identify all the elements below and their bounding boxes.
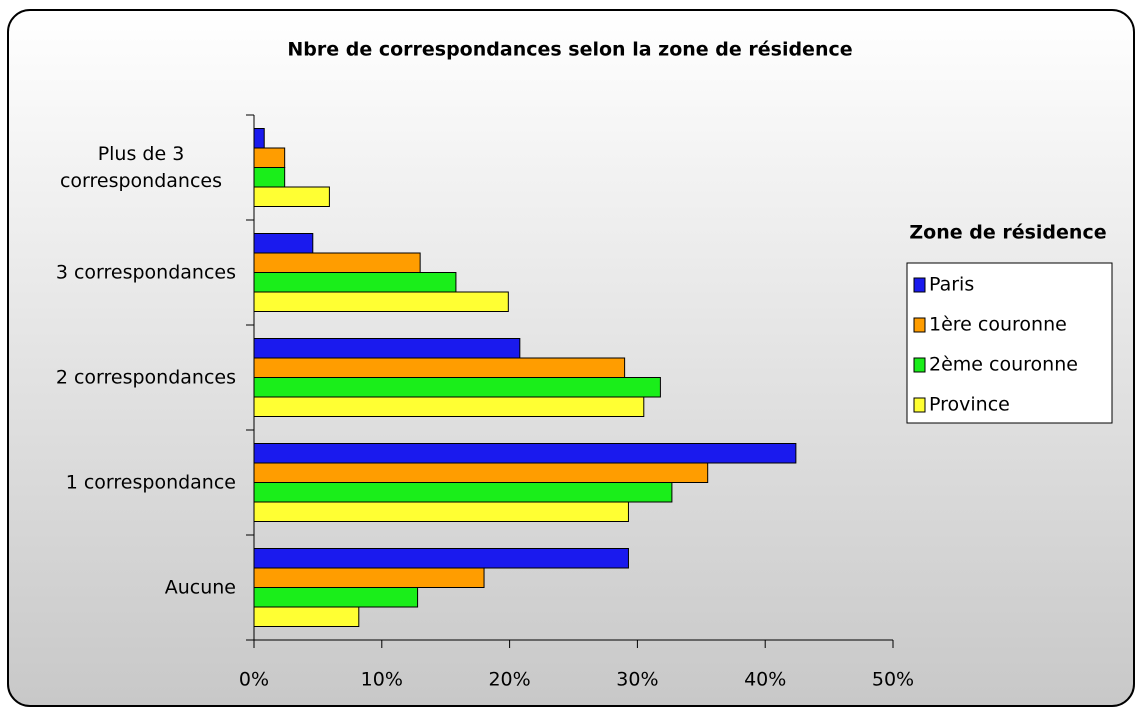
bar bbox=[253, 567, 485, 588]
legend-swatch bbox=[913, 317, 926, 333]
y-tick-label: Aucune bbox=[164, 576, 236, 598]
x-tick-label: 20% bbox=[488, 669, 530, 691]
bar bbox=[253, 548, 629, 569]
bar bbox=[253, 462, 709, 483]
y-tick-label: 3 correspondances bbox=[55, 261, 236, 283]
bar bbox=[253, 147, 286, 168]
chart-title: Nbre de correspondances selon la zone de… bbox=[287, 39, 852, 61]
bar bbox=[253, 338, 521, 359]
legend-swatch bbox=[913, 277, 926, 293]
legend-label: 2ème couronne bbox=[929, 354, 1078, 376]
bar bbox=[253, 606, 360, 627]
bar bbox=[253, 357, 626, 378]
bar bbox=[253, 482, 673, 503]
bar bbox=[253, 443, 797, 464]
bar bbox=[253, 377, 661, 398]
bar bbox=[253, 167, 286, 188]
x-tick-label: 40% bbox=[744, 669, 786, 691]
x-tick-label: 10% bbox=[361, 669, 403, 691]
legend-swatch bbox=[913, 397, 926, 413]
bar bbox=[253, 128, 265, 149]
bar bbox=[253, 291, 509, 312]
legend-swatch bbox=[913, 357, 926, 373]
bar bbox=[253, 186, 330, 207]
bar bbox=[253, 587, 419, 608]
y-tick-label: Plus de 3 correspondances bbox=[59, 142, 223, 192]
x-tick-label: 50% bbox=[872, 669, 914, 691]
bar bbox=[253, 233, 314, 254]
bar bbox=[253, 396, 645, 417]
legend-box bbox=[906, 262, 1113, 424]
legend-label: Paris bbox=[929, 274, 974, 296]
x-tick-label: 0% bbox=[239, 669, 269, 691]
bar bbox=[253, 252, 421, 273]
y-tick-label: 1 correspondance bbox=[65, 471, 236, 493]
legend-label: Province bbox=[929, 394, 1010, 416]
bar bbox=[253, 501, 629, 522]
y-tick-label: 2 correspondances bbox=[55, 366, 236, 388]
legend-title: Zone de résidence bbox=[909, 222, 1106, 244]
x-tick-label: 30% bbox=[616, 669, 658, 691]
legend-label: 1ère couronne bbox=[929, 314, 1067, 336]
bar bbox=[253, 272, 457, 293]
